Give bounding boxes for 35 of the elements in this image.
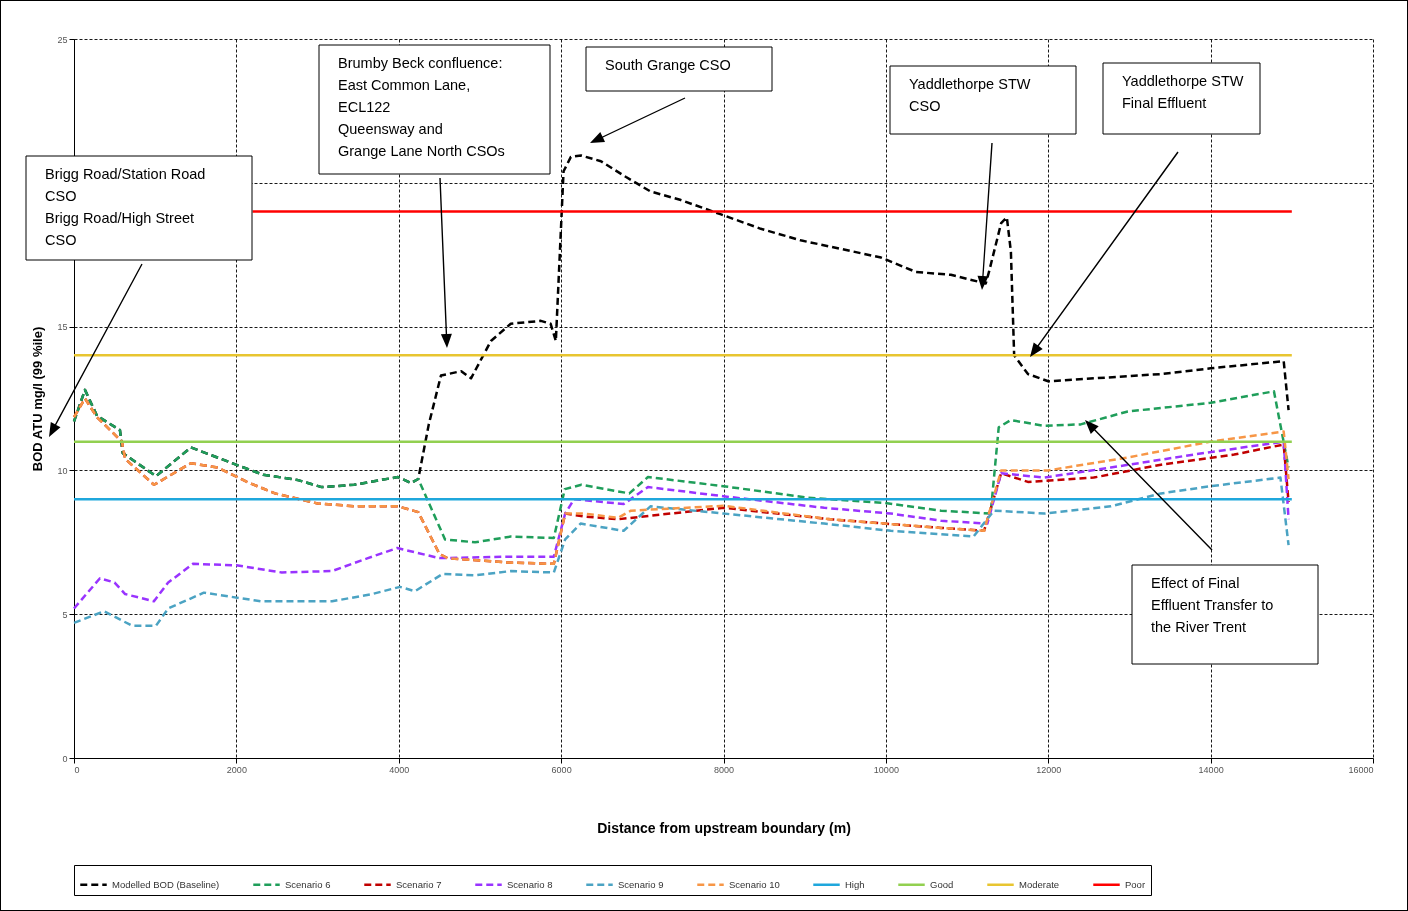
- x-tick-label: 16000: [1348, 764, 1374, 775]
- legend-label: Scenario 8: [507, 878, 553, 890]
- line-series: [72, 388, 1290, 544]
- x-tick-label: 8000: [713, 764, 735, 775]
- legend-label: Good: [930, 878, 954, 890]
- x-tick-label: 6000: [551, 764, 572, 775]
- line-series: [72, 440, 1290, 610]
- y-tick-label: 15: [57, 322, 68, 333]
- annotation: Yaddlethorpe STW CSO: [909, 76, 1031, 114]
- annotation: South Grange CSO: [605, 57, 731, 73]
- annotation: Yaddlethorpe STW Final Effluent: [1122, 73, 1244, 111]
- x-axis-title: Distance from upstream boundary (m): [597, 819, 851, 836]
- x-tick-label: 14000: [1198, 764, 1224, 775]
- x-tick-label: 12000: [1036, 764, 1062, 775]
- legend-label: Scenario 9: [618, 878, 664, 890]
- annotation: Brumby Beck confluence: East Common Lane, ECL122 Queensway and Grange Lane North CSOs: [338, 55, 505, 159]
- annotation: Effect of Final Effluent Transfer to the River Trent: [1151, 575, 1274, 635]
- annotation: Brigg Road/Station Road CSO Brigg Road/High Street CSO: [45, 166, 206, 248]
- x-tick-label: 4000: [389, 764, 410, 775]
- legend-label: Moderate: [1019, 878, 1060, 890]
- legend-label: Scenario 7: [396, 878, 442, 890]
- y-tick-label: 5: [62, 609, 68, 620]
- y-tick-label: 25: [57, 34, 68, 45]
- line-series: [72, 397, 1290, 566]
- y-tick-label: 0: [62, 753, 68, 764]
- y-axis-title: BOD ATU mg/l (99 %ile): [30, 326, 46, 472]
- legend-label: Scenario 6: [285, 878, 331, 890]
- x-tick-label: 10000: [873, 764, 899, 775]
- legend-label: Poor: [1125, 878, 1146, 890]
- y-tick-label: 10: [57, 465, 68, 476]
- x-tick-label: 2000: [226, 764, 247, 775]
- x-tick-label: 0: [74, 764, 80, 775]
- legend-label: High: [845, 878, 865, 890]
- legend-label: Scenario 10: [729, 878, 780, 890]
- legend-label: Modelled BOD (Baseline): [112, 878, 220, 890]
